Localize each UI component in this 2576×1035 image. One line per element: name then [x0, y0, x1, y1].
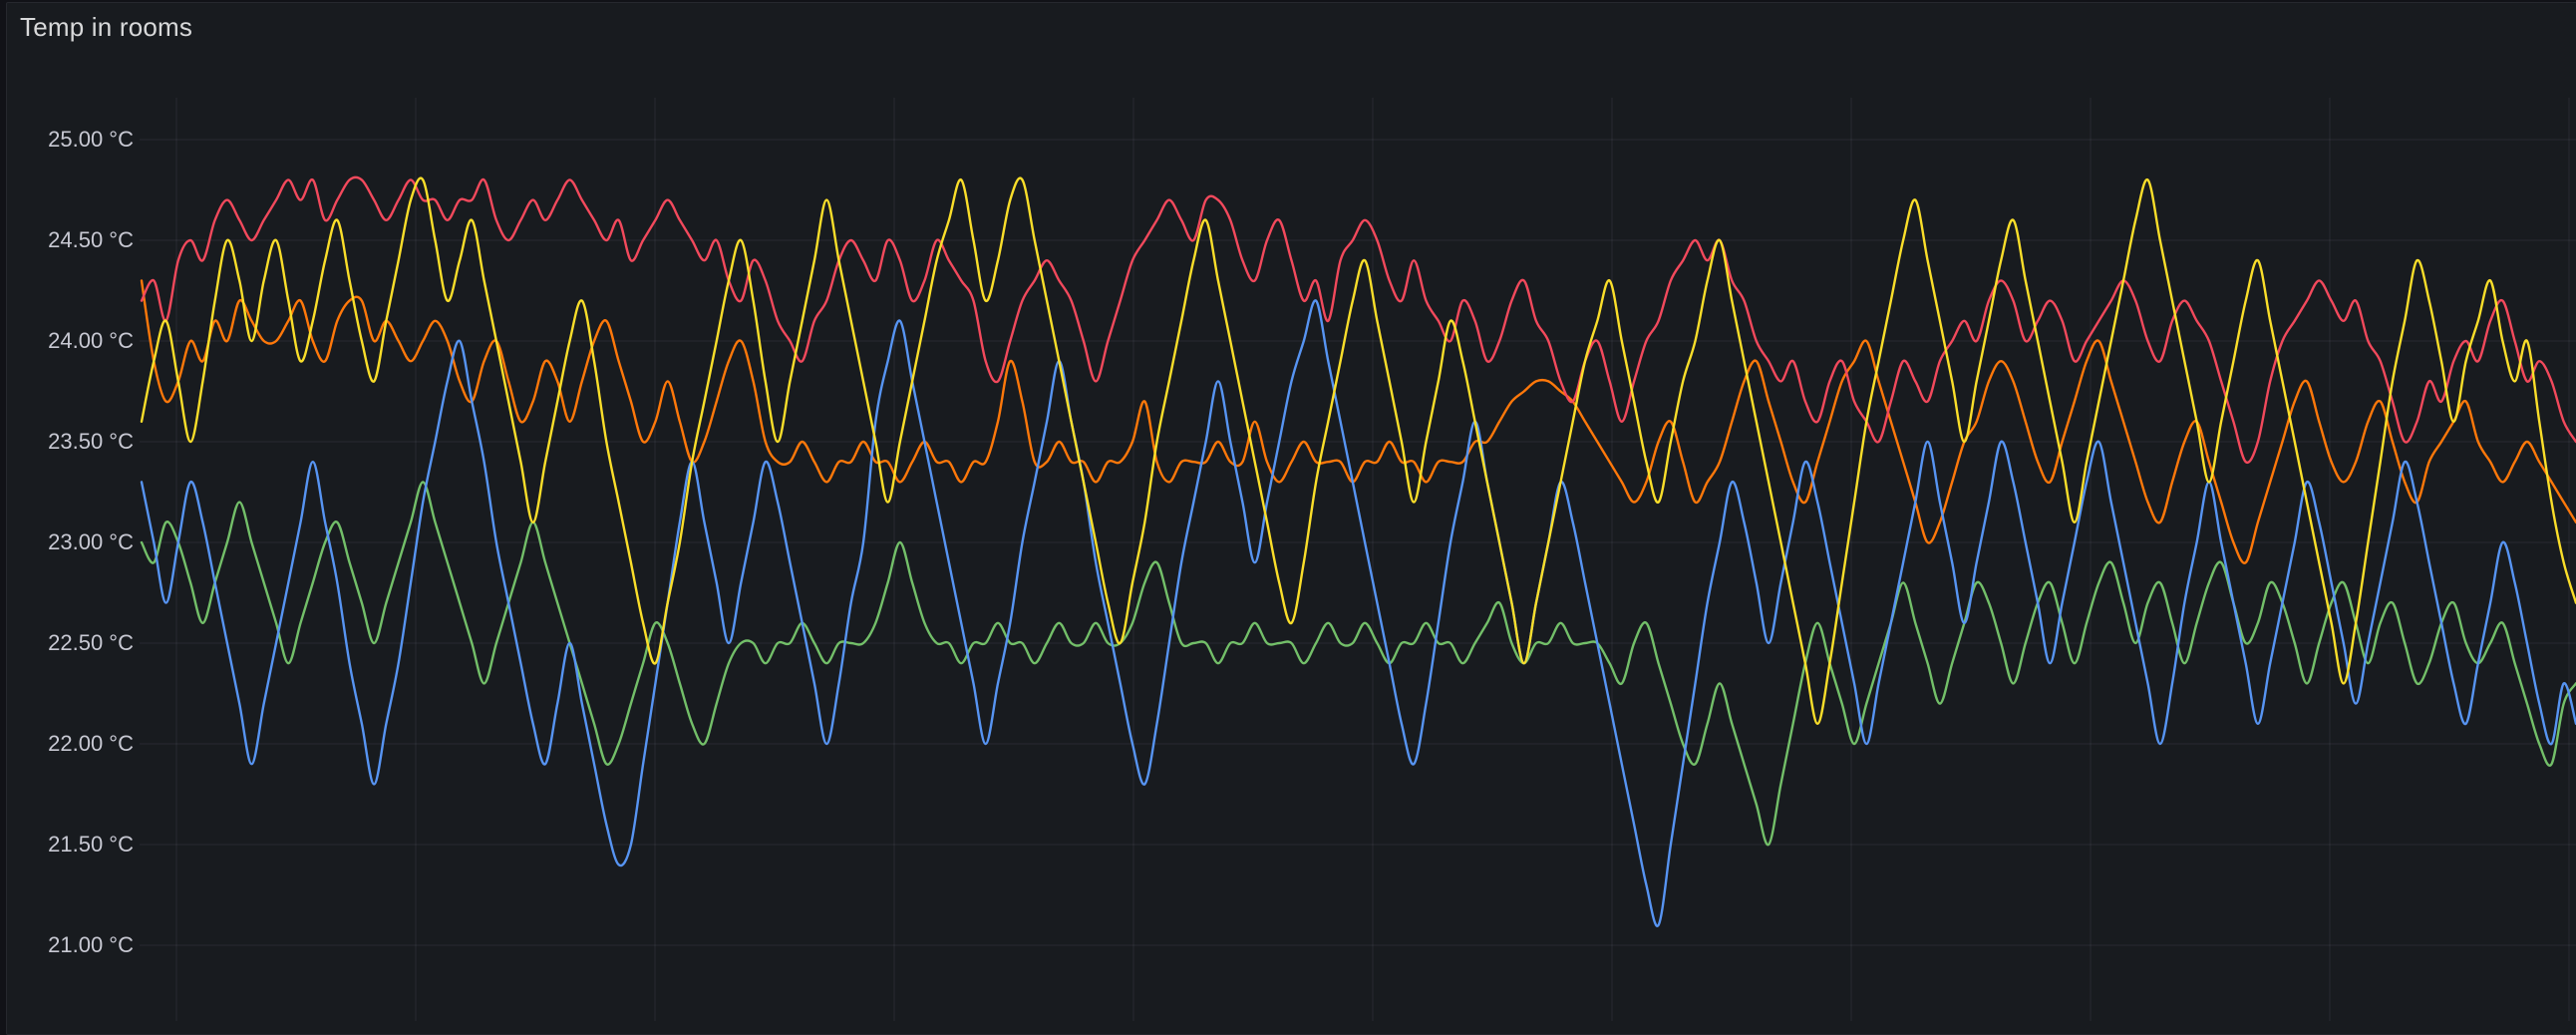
y-axis-tick-label: 23.00 °C — [48, 529, 134, 554]
y-axis-tick-label: 24.00 °C — [48, 328, 134, 353]
y-axis-tick-label: 22.50 °C — [48, 630, 134, 655]
series-line-red — [140, 175, 2576, 465]
y-axis-tick-label: 25.00 °C — [48, 127, 134, 152]
y-axis-tick-label: 21.50 °C — [48, 832, 134, 857]
series-line-blue — [140, 299, 2576, 927]
series-line-orange — [140, 279, 2576, 564]
panel-title[interactable]: Temp in rooms — [20, 12, 193, 42]
y-axis-tick-label: 24.50 °C — [48, 227, 134, 252]
series-line-yellow — [140, 176, 2576, 725]
series-line-green — [140, 481, 2576, 847]
y-axis-tick-label: 23.50 °C — [48, 429, 134, 454]
y-axis-tick-label: 21.00 °C — [48, 932, 134, 957]
y-axis-tick-label: 22.00 °C — [48, 731, 134, 756]
